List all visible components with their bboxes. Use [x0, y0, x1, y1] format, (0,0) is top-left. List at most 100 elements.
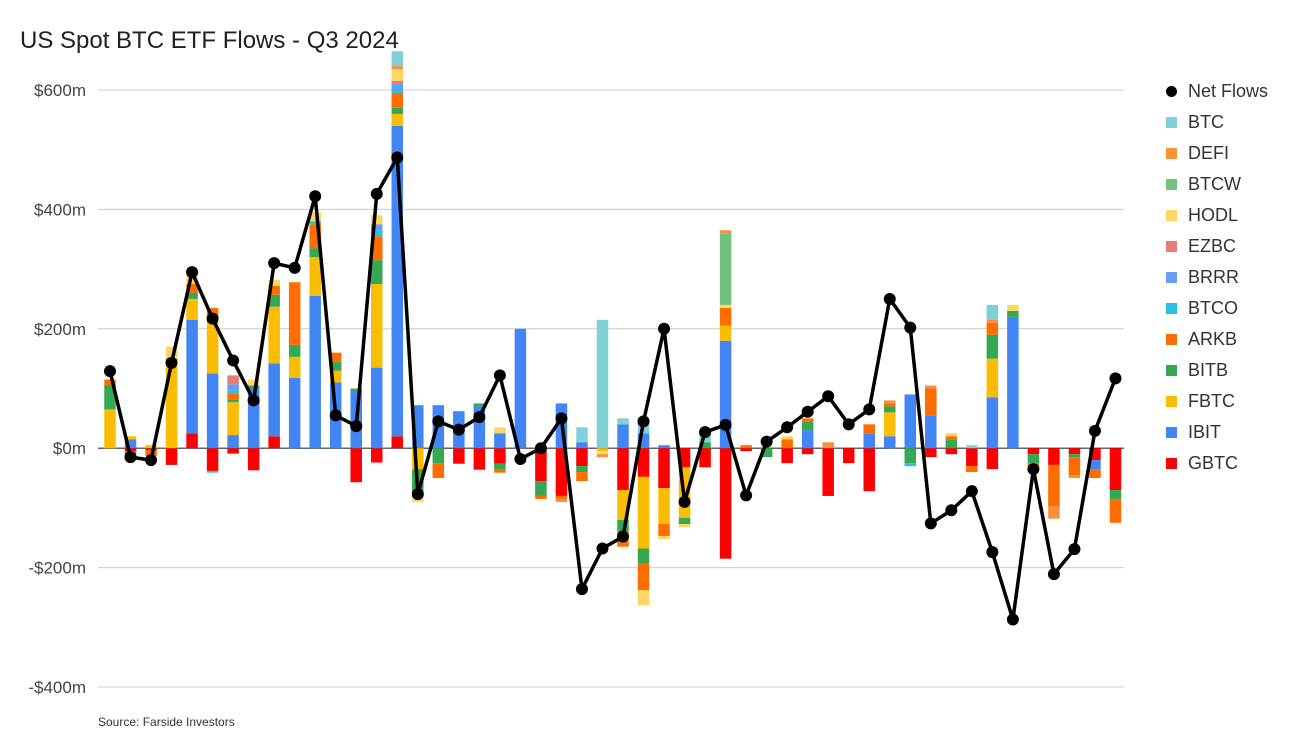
bar-segment-defi: [391, 66, 404, 70]
bar-segment-defi: [596, 454, 609, 458]
bar-segment-bitb: [884, 406, 896, 413]
net-flows-point: [740, 489, 753, 502]
bar-segment-ibit: [658, 445, 670, 449]
legend-item-ezbc: EZBC: [1166, 231, 1268, 262]
bar-segment-arkb: [781, 439, 793, 449]
bar-segment-bitb: [1109, 489, 1122, 499]
net-flows-point: [822, 390, 835, 403]
bar-segment-fbtc: [637, 476, 650, 549]
net-flows-point: [329, 409, 342, 422]
bar-segment-bitb: [760, 448, 773, 458]
bar-segment-gbtc: [494, 448, 506, 464]
bar-segment-hodl: [781, 436, 793, 440]
net-flows-point: [719, 418, 732, 431]
bar-segment-arkb: [884, 403, 896, 407]
bar-segment-bitb: [678, 518, 691, 525]
bar-segment-bitb: [1007, 310, 1019, 317]
bar-segment-arkb: [576, 472, 588, 482]
bar-segment-defi: [822, 442, 834, 449]
bar-segment-btco: [309, 221, 321, 225]
net-flows-point: [411, 488, 424, 501]
bar-segment-gbtc: [555, 448, 568, 496]
legend-item-gbtc: GBTC: [1166, 448, 1268, 479]
bar-segment-bitb: [391, 107, 404, 114]
legend-item-btcw: BTCW: [1166, 169, 1268, 200]
bar-segment-gbtc: [350, 448, 362, 483]
bar-segment-bitb: [494, 463, 506, 470]
net-flows-point: [924, 517, 937, 530]
bar-segment-gbtc: [986, 448, 999, 470]
y-tick-label: $400m: [34, 200, 86, 219]
legend-label: ARKB: [1188, 329, 1238, 349]
legend-item-ibit: IBIT: [1166, 417, 1268, 448]
bar-segment-defi: [986, 319, 999, 323]
bar-segment-ibit: [925, 415, 937, 449]
bar-segment-bitb: [535, 481, 547, 496]
net-flows-point: [227, 354, 240, 367]
net-flows-point: [350, 420, 363, 433]
bar-segment-ibit: [412, 405, 424, 449]
net-flows-point: [145, 454, 158, 467]
chart-title: US Spot BTC ETF Flows - Q3 2024: [20, 27, 399, 54]
legend-marker: [1166, 272, 1177, 283]
net-flows-point: [206, 312, 219, 325]
legend-marker: [1166, 86, 1177, 97]
stacked-bars: [104, 51, 1122, 606]
net-flows-point: [617, 530, 629, 543]
bar-segment-btc: [617, 418, 629, 425]
net-flows-point: [781, 421, 794, 434]
bar-segment-gbtc: [1048, 448, 1060, 465]
bar-segment-arkb: [227, 393, 239, 400]
bar-segment-ibit: [268, 363, 280, 437]
bar-segment-gbtc: [637, 448, 650, 477]
bar-segment-gbtc: [186, 433, 198, 449]
legend-item-net-flows: Net Flows: [1166, 76, 1268, 107]
legend-marker: [1166, 303, 1177, 314]
bar-segment-ibit: [1089, 460, 1101, 470]
net-flows-point: [1088, 424, 1101, 437]
bar-segment-gbtc: [945, 448, 958, 455]
legend-item-hodl: HODL: [1166, 200, 1268, 231]
bar-segment-fbtc: [288, 356, 301, 378]
bar-segment-ibit: [371, 367, 383, 449]
bar-segment-ibit: [801, 430, 814, 449]
net-flows-point: [165, 356, 178, 369]
net-flows-polyline: [108, 155, 1118, 622]
bar-segment-bitb: [576, 466, 588, 473]
bar-segment-defi: [925, 385, 937, 389]
bar-segment-hodl: [309, 212, 321, 222]
bar-segment-arkb: [863, 424, 875, 434]
bar-segment-brrr: [371, 224, 383, 231]
net-flows-point: [945, 504, 958, 517]
bar-segment-gbtc: [822, 448, 834, 496]
bar-segment-ibit: [288, 377, 301, 449]
bar-segment-ibit: [206, 373, 219, 449]
legend-label: BTCO: [1188, 298, 1239, 318]
bar-segment-hodl: [391, 69, 404, 82]
legend-label: HODL: [1188, 205, 1239, 225]
bar-segment-ibit: [719, 340, 732, 449]
bar-segment-ibit: [247, 388, 260, 449]
bar-segment-fbtc: [165, 364, 178, 449]
bar-segment-gbtc: [658, 448, 670, 489]
bar-segment-gbtc: [165, 448, 178, 465]
bar-segment-gbtc: [1027, 448, 1040, 455]
bar-segment-btc: [596, 319, 609, 449]
bar-segment-fbtc: [329, 370, 342, 383]
bar-segment-gbtc: [925, 448, 937, 458]
legend-item-fbtc: FBTC: [1166, 386, 1268, 417]
bar-segment-defi: [1068, 475, 1081, 479]
legend-item-brrr: BRRR: [1166, 262, 1268, 293]
bar-segment-brrr: [391, 84, 404, 90]
net-flows-point: [309, 190, 322, 203]
bar-segment-arkb: [1109, 498, 1122, 523]
bar-segment-fbtc: [145, 445, 157, 449]
net-flows-point: [452, 423, 465, 436]
bar-segment-fbtc: [124, 436, 137, 440]
net-flows-point: [288, 261, 301, 274]
bar-segment-gbtc: [227, 448, 239, 454]
bar-segment-hodl: [637, 590, 650, 606]
bar-segment-gbtc: [247, 448, 260, 471]
net-flows-point: [986, 546, 999, 559]
bar-segment-ibit: [309, 295, 321, 449]
